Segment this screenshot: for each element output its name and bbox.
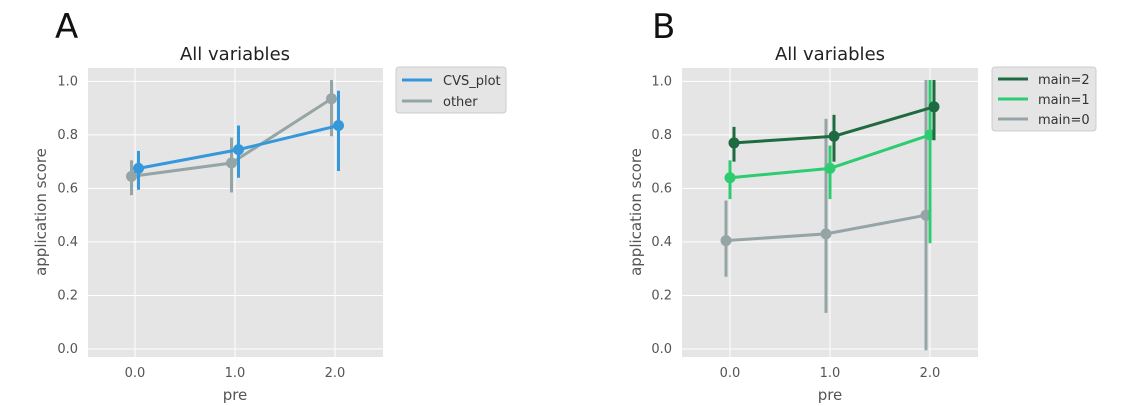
- legend-label-cvs-plot: CVS_plot: [443, 74, 501, 89]
- data-point: [720, 235, 732, 247]
- data-point: [133, 162, 144, 174]
- panel-a-y-ticks: 0.0 0.2 0.4 0.6 0.8 1.0: [57, 74, 78, 357]
- y-tick-label: 0.0: [57, 342, 78, 357]
- data-point: [824, 162, 836, 174]
- x-tick-label: 2.0: [920, 366, 941, 381]
- y-tick-label: 1.0: [57, 74, 78, 89]
- panel-b-title: All variables: [775, 44, 885, 65]
- data-point: [226, 157, 237, 169]
- data-point: [928, 101, 940, 113]
- y-tick-label: 0.4: [651, 235, 672, 250]
- panel-a-label: A: [55, 7, 78, 47]
- panel-a-x-axis-label: pre: [223, 386, 248, 404]
- y-tick-label: 0.6: [57, 181, 78, 196]
- panel-b-y-axis-label: application score: [627, 148, 645, 276]
- data-point: [828, 130, 840, 142]
- y-tick-label: 0.8: [57, 128, 78, 143]
- data-point: [724, 172, 736, 184]
- y-tick-label: 1.0: [651, 74, 672, 89]
- panel-b-y-ticks: 0.0 0.2 0.4 0.6 0.8 1.0: [651, 74, 672, 357]
- panel-a-x-ticks: 0.0 1.0 2.0: [125, 366, 346, 381]
- y-tick-label: 0.0: [651, 342, 672, 357]
- y-tick-label: 0.2: [57, 288, 78, 303]
- panel-b-x-ticks: 0.0 1.0 2.0: [720, 366, 941, 381]
- panel-b-marks: [720, 80, 940, 351]
- panel-b-legend: main=2 main=1 main=0: [991, 66, 1097, 132]
- x-tick-label: 0.0: [720, 366, 741, 381]
- data-point: [233, 144, 244, 156]
- legend-label-other: other: [443, 95, 478, 110]
- y-tick-label: 0.6: [651, 181, 672, 196]
- panel-b-label: B: [652, 7, 675, 47]
- y-tick-label: 0.2: [651, 288, 672, 303]
- panel-a: A All variables 0.0 0.2 0.4 0.6 0.8 1.0 0.0 1.…: [32, 7, 507, 404]
- panel-b-x-axis-label: pre: [818, 386, 843, 404]
- y-tick-label: 0.4: [57, 235, 78, 250]
- panel-a-title: All variables: [180, 44, 290, 65]
- y-tick-label: 0.8: [651, 128, 672, 143]
- x-tick-label: 0.0: [125, 366, 146, 381]
- data-point: [333, 120, 344, 132]
- legend-label-main-1: main=1: [1038, 93, 1090, 108]
- data-point: [126, 170, 137, 182]
- panel-b-legend-box: [991, 66, 1097, 132]
- data-point: [728, 137, 740, 149]
- data-point: [820, 228, 832, 240]
- panel-a-y-axis-label: application score: [32, 148, 50, 276]
- panel-a-legend: CVS_plot other: [395, 66, 507, 114]
- panel-b: B All variables 0.0 0.2 0.4 0.6 0.8 1.0 0.0 1.…: [627, 7, 1097, 404]
- x-tick-label: 1.0: [820, 366, 841, 381]
- panel-a-marks: [126, 80, 344, 196]
- legend-label-main-0: main=0: [1038, 113, 1090, 128]
- x-tick-label: 2.0: [325, 366, 346, 381]
- legend-label-main-2: main=2: [1038, 73, 1090, 88]
- data-point: [326, 93, 337, 105]
- x-tick-label: 1.0: [225, 366, 246, 381]
